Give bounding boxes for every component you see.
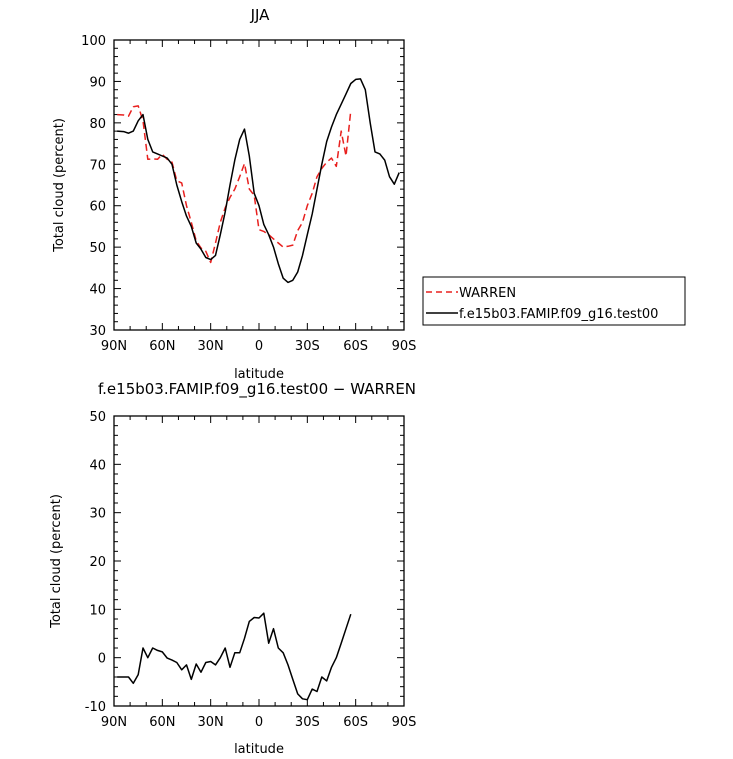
top-series-model-line <box>117 78 400 284</box>
bottom-y-tick-label: 40 <box>89 458 106 473</box>
bottom-x-tick-label: 90N <box>101 715 127 730</box>
legend-warren-label: WARREN <box>459 286 516 301</box>
bottom-panel: f.e15b03.FAMIP.f09_g16.test00 − WARREN -… <box>49 380 416 757</box>
top-x-axis: 90N 60N 30N 0 30S 60S 90S <box>101 40 417 354</box>
legend: WARREN f.e15b03.FAMIP.f09_g16.test00 <box>422 276 686 326</box>
bottom-y-tick-label: -10 <box>85 700 106 715</box>
bottom-x-tick-label: 30N <box>198 715 224 730</box>
top-y-tick-label: 100 <box>81 34 106 49</box>
top-y-tick-label: 70 <box>89 158 106 173</box>
bottom-x-tick-label: 60S <box>343 715 368 730</box>
top-chart-title: JJA <box>250 6 271 24</box>
bottom-x-axis-label: latitude <box>234 742 284 757</box>
bottom-x-tick-label: 0 <box>255 715 263 730</box>
bottom-y-tick-label: 0 <box>98 652 106 667</box>
bottom-x-tick-label: 90S <box>392 715 417 730</box>
top-y-axis-label: Total cloud (percent) <box>52 118 67 253</box>
bottom-y-axis: -10 0 10 20 30 40 50 <box>85 410 404 715</box>
top-x-tick-label: 60N <box>149 339 175 354</box>
top-x-tick-label: 0 <box>255 339 263 354</box>
bottom-series <box>117 612 352 701</box>
top-x-tick-label: 90N <box>101 339 127 354</box>
bottom-y-tick-label: 10 <box>89 603 106 618</box>
top-series <box>117 78 400 284</box>
top-y-tick-label: 30 <box>89 324 106 339</box>
top-x-axis-label: latitude <box>234 367 284 382</box>
bottom-x-tick-label: 60N <box>149 715 175 730</box>
top-y-axis: 30 40 50 60 70 80 90 100 <box>81 34 404 339</box>
bottom-x-axis: 90N 60N 30N 0 30S 60S 90S <box>101 416 417 730</box>
bottom-chart-title: f.e15b03.FAMIP.f09_g16.test00 − WARREN <box>98 380 416 399</box>
bottom-y-axis-label: Total cloud (percent) <box>49 494 64 629</box>
bottom-plot-frame <box>113 415 405 707</box>
top-y-tick-label: 60 <box>89 200 106 215</box>
top-y-tick-label: 90 <box>89 75 106 90</box>
bottom-y-tick-label: 30 <box>89 507 106 522</box>
bottom-y-tick-label: 20 <box>89 555 106 570</box>
legend-frame <box>422 276 686 326</box>
top-plot-frame <box>113 39 405 331</box>
top-x-tick-label: 90S <box>392 339 417 354</box>
top-x-tick-label: 60S <box>343 339 368 354</box>
bottom-x-tick-label: 30S <box>295 715 320 730</box>
bottom-series-model-line <box>117 612 352 701</box>
top-y-tick-label: 40 <box>89 283 106 298</box>
bottom-y-tick-label: 50 <box>89 410 106 425</box>
top-x-tick-label: 30S <box>295 339 320 354</box>
top-y-tick-label: 80 <box>89 117 106 132</box>
top-series-warren-line <box>117 105 352 264</box>
top-y-tick-label: 50 <box>89 241 106 256</box>
top-x-tick-label: 30N <box>198 339 224 354</box>
legend-model-label: f.e15b03.FAMIP.f09_g16.test00 <box>459 307 658 322</box>
